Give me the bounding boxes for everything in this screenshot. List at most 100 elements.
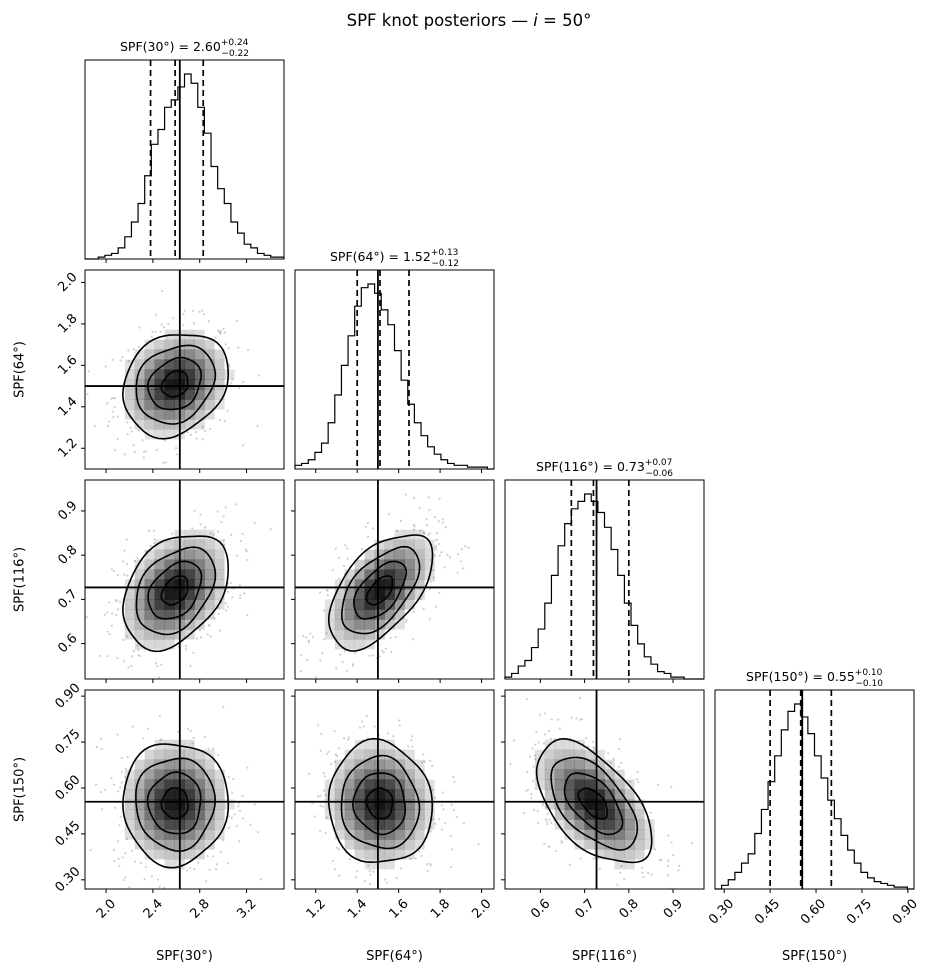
density-cell xyxy=(634,809,645,820)
density-cell xyxy=(144,559,155,570)
density-cell xyxy=(594,809,605,820)
sample-point xyxy=(115,598,118,602)
density-cell xyxy=(404,749,415,760)
density-cell xyxy=(354,609,365,620)
sample-point xyxy=(231,378,234,381)
sample-point xyxy=(437,520,440,523)
sample-point xyxy=(136,644,139,647)
axes-ticks: 0.30 0.45 0.60 0.75 0.90 xyxy=(706,889,921,928)
density-cell xyxy=(364,759,375,770)
density-cell xyxy=(134,559,145,570)
density-cell xyxy=(344,749,355,760)
panel-title-text: SPF(30°) = 2.60 xyxy=(120,39,221,54)
density-cell xyxy=(154,389,165,400)
sample-point xyxy=(192,309,195,312)
sample-point xyxy=(547,845,550,848)
sample-point xyxy=(111,358,114,361)
density-cell xyxy=(354,799,365,810)
density-cell xyxy=(134,789,145,800)
sample-point xyxy=(151,330,154,334)
density-cell xyxy=(184,359,195,370)
sample-point xyxy=(154,313,158,316)
density-cell xyxy=(324,599,336,610)
density-cell xyxy=(194,609,205,620)
sample-point xyxy=(346,557,349,560)
sample-point xyxy=(227,776,230,779)
sample-point xyxy=(158,885,161,889)
density-cell xyxy=(204,579,215,590)
density-cell xyxy=(334,619,346,630)
density-cell xyxy=(374,579,385,590)
density-cell xyxy=(384,849,395,860)
sample-point xyxy=(578,697,581,700)
sample-point xyxy=(434,605,437,608)
density-cell xyxy=(134,839,145,850)
sample-point xyxy=(168,680,170,682)
sample-point xyxy=(112,569,116,573)
sample-point xyxy=(112,415,115,419)
sample-point xyxy=(152,529,155,532)
y-tick-label: 1.6 xyxy=(55,353,80,378)
sample-point xyxy=(428,532,432,535)
sample-point xyxy=(224,343,227,346)
sample-point xyxy=(244,548,248,551)
density-cell xyxy=(144,369,155,380)
sample-point xyxy=(390,650,393,654)
sample-point xyxy=(147,529,151,532)
density-cell xyxy=(164,429,175,440)
density-cell xyxy=(394,789,405,800)
sample-point xyxy=(411,745,414,748)
sample-point xyxy=(318,591,322,594)
y-tick-label: 0.6 xyxy=(55,631,80,656)
sample-point xyxy=(216,510,219,513)
density-cell xyxy=(164,379,175,390)
sample-point xyxy=(670,841,673,844)
density-cell xyxy=(134,799,145,810)
sample-point xyxy=(189,866,192,869)
density-cell xyxy=(144,639,155,650)
density-cell xyxy=(204,779,215,790)
sample-point xyxy=(322,789,326,792)
sample-point xyxy=(154,330,157,333)
sample-point xyxy=(211,855,215,858)
density-cell xyxy=(404,759,415,770)
density-cell xyxy=(374,769,385,780)
sample-point xyxy=(219,332,222,335)
sample-point xyxy=(113,783,116,786)
sample-point xyxy=(99,791,102,794)
upper-error: +0.07 xyxy=(645,458,673,468)
histogram-panel-spf-30: SPF(30°) = 2.60+0.24 −0.22 xyxy=(84,38,285,260)
sample-point xyxy=(620,865,623,868)
sample-point xyxy=(197,861,200,864)
sample-point xyxy=(446,553,449,556)
density-cell xyxy=(194,409,205,420)
sample-point xyxy=(195,437,198,440)
sample-point xyxy=(122,573,126,576)
sample-point xyxy=(532,808,536,811)
density-cell xyxy=(124,369,136,380)
sample-point xyxy=(462,822,465,825)
sample-point xyxy=(229,581,232,585)
panel-title-text: SPF(150°) = 0.55 xyxy=(746,669,855,684)
sample-point xyxy=(425,863,429,866)
histogram-spf-30 xyxy=(85,73,285,260)
sample-point xyxy=(249,823,252,826)
density-cell xyxy=(154,819,165,830)
sample-point xyxy=(319,659,322,662)
contour-level-3 xyxy=(135,344,217,425)
sample-point xyxy=(548,818,551,821)
density-cell xyxy=(194,589,205,600)
density-cell xyxy=(154,789,165,800)
sample-point xyxy=(550,718,553,721)
sample-point xyxy=(256,424,259,428)
sample-point xyxy=(192,651,195,654)
sample-point xyxy=(206,854,209,858)
contour-level-2 xyxy=(146,356,202,411)
sample-point xyxy=(74,855,76,857)
sample-point xyxy=(98,654,102,658)
x-tick-label: 1.4 xyxy=(345,896,370,921)
sample-point xyxy=(137,429,140,432)
sample-point xyxy=(235,824,239,827)
sample-point xyxy=(171,532,174,535)
density-cell xyxy=(404,819,415,830)
